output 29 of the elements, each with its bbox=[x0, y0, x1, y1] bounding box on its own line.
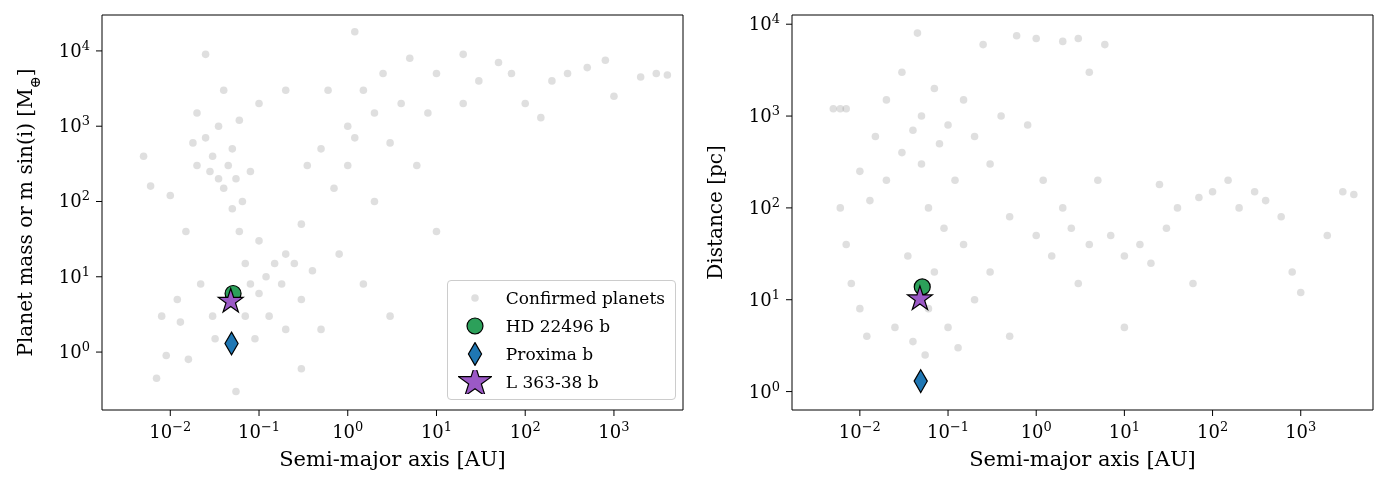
x-tick-label: 10$^{3}$ bbox=[1285, 418, 1317, 442]
y-tick-label: 10$^{2}$ bbox=[748, 194, 780, 218]
x-tick-label: 10$^{1}$ bbox=[1108, 418, 1140, 442]
legend-label: HD 22496 b bbox=[505, 316, 611, 336]
y-tick-label: 10$^{1}$ bbox=[58, 263, 90, 287]
x-tick-label: 10$^{0}$ bbox=[1020, 418, 1052, 442]
legend-label: Confirmed planets bbox=[505, 288, 665, 308]
y-tick-label: 10$^{0}$ bbox=[58, 338, 90, 363]
x-tick-label: 10$^{−1}$ bbox=[238, 418, 281, 442]
y-tick-label: 10$^{3}$ bbox=[748, 102, 780, 127]
x-axis-title: Semi-major axis [AU] bbox=[279, 447, 506, 471]
y-tick-label: 10$^{4}$ bbox=[748, 10, 780, 35]
y-tick-label: 10$^{2}$ bbox=[58, 187, 90, 212]
y-tick-label: 10$^{0}$ bbox=[748, 378, 780, 402]
x-tick-label: 10$^{−2}$ bbox=[149, 418, 192, 442]
legend-label: Proxima b bbox=[505, 344, 594, 364]
x-tick-label: 10$^{2}$ bbox=[1196, 418, 1229, 442]
x-tick-label: 10$^{3}$ bbox=[598, 418, 630, 442]
y-axis-title: Distance [pc] bbox=[703, 145, 727, 280]
x-tick-label: 10$^{1}$ bbox=[420, 418, 453, 442]
x-tick-label: 10$^{−1}$ bbox=[927, 418, 970, 442]
y-tick-label: 10$^{1}$ bbox=[748, 286, 780, 310]
x-tick-label: 10$^{0}$ bbox=[332, 418, 364, 442]
x-axis-title: Semi-major axis [AU] bbox=[969, 447, 1196, 471]
y-tick-label: 10$^{4}$ bbox=[58, 37, 90, 61]
y-tick-label: 10$^{3}$ bbox=[58, 112, 90, 137]
x-tick-label: 10$^{−2}$ bbox=[838, 418, 881, 442]
legend-label: L 363-38 b bbox=[505, 372, 599, 392]
x-tick-label: 10$^{2}$ bbox=[509, 418, 541, 442]
